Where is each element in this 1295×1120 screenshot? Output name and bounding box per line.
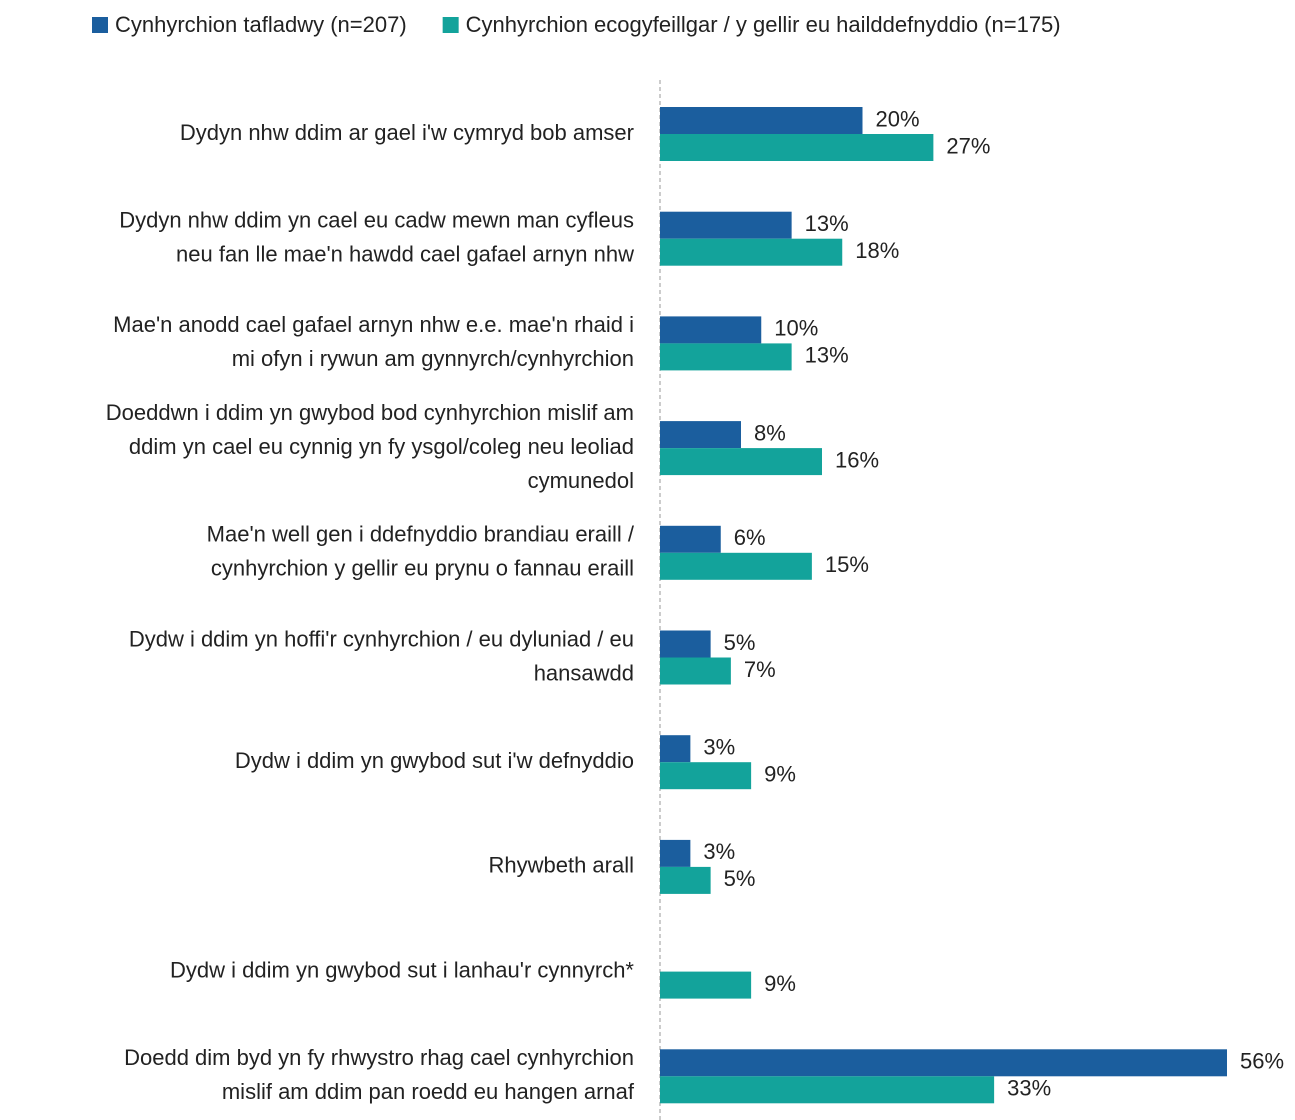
category-label: cynhyrchion y gellir eu prynu o fannau e… xyxy=(211,556,634,581)
bar xyxy=(660,107,863,134)
value-label: 8% xyxy=(754,420,786,445)
bar xyxy=(660,552,812,580)
category-label: mi ofyn i rywun am gynnyrch/cynhyrchion xyxy=(232,346,634,371)
value-label: 20% xyxy=(876,106,920,131)
value-label: 9% xyxy=(764,971,796,996)
category-label: ddim yn cael eu cynnig yn fy ysgol/coleg… xyxy=(129,434,634,459)
category-label: Dydw i ddim yn gwybod sut i'w defnyddio xyxy=(235,748,634,773)
bar xyxy=(660,1049,1227,1077)
value-label: 56% xyxy=(1240,1049,1284,1074)
bar xyxy=(660,134,934,161)
bar xyxy=(660,735,691,763)
value-label: 18% xyxy=(855,238,899,263)
value-label: 3% xyxy=(703,735,735,760)
bar xyxy=(660,762,752,790)
category-label: neu fan lle mae'n hawdd cael gafael arny… xyxy=(176,242,634,267)
value-label: 5% xyxy=(724,866,756,891)
bar xyxy=(660,866,711,894)
category-label: mislif am ddim pan roedd eu hangen arnaf xyxy=(222,1079,635,1104)
value-label: 33% xyxy=(1007,1076,1051,1101)
bar xyxy=(660,630,711,658)
legend-swatch xyxy=(92,17,108,33)
category-label: Mae'n anodd cael gafael arnyn nhw e.e. m… xyxy=(113,312,634,337)
category-label: Dydw i ddim yn gwybod sut i lanhau'r cyn… xyxy=(170,957,634,982)
category-label: hansawdd xyxy=(534,660,634,685)
value-label: 9% xyxy=(764,762,796,787)
value-label: 7% xyxy=(744,657,776,682)
value-label: 6% xyxy=(734,525,766,550)
category-label: Dydyn nhw ddim ar gael i'w cymryd bob am… xyxy=(180,120,634,145)
value-label: 5% xyxy=(724,630,756,655)
legend-swatch xyxy=(442,17,459,33)
bar xyxy=(660,448,822,476)
bar xyxy=(660,525,721,553)
bar xyxy=(660,421,741,449)
category-label: Dydw i ddim yn hoffi'r cynhyrchion / eu … xyxy=(129,626,634,651)
bar xyxy=(660,1076,995,1104)
legend-label: Cynhyrchion tafladwy (n=207) xyxy=(115,12,407,37)
bar xyxy=(660,971,752,999)
category-label: Dydyn nhw ddim yn cael eu cadw mewn man … xyxy=(119,208,634,233)
value-label: 13% xyxy=(805,211,849,236)
category-label: Doedd dim byd yn fy rhwystro rhag cael c… xyxy=(124,1045,634,1070)
bar xyxy=(660,211,792,239)
category-label: cymunedol xyxy=(528,468,634,493)
category-label: Doeddwn i ddim yn gwybod bod cynhyrchion… xyxy=(106,400,634,425)
bar xyxy=(660,343,792,371)
bar xyxy=(660,316,762,344)
value-label: 16% xyxy=(835,447,879,472)
category-label: Mae'n well gen i ddefnyddio brandiau era… xyxy=(207,522,635,547)
legend-label: Cynhyrchion ecogyfeillgar / y gellir eu … xyxy=(466,12,1061,37)
value-label: 10% xyxy=(774,316,818,341)
bar xyxy=(660,657,731,685)
value-label: 13% xyxy=(805,343,849,368)
value-label: 15% xyxy=(825,552,869,577)
category-label: Rhywbeth arall xyxy=(488,853,634,878)
bar xyxy=(660,238,843,266)
value-label: 27% xyxy=(946,133,990,158)
bar xyxy=(660,839,691,867)
value-label: 3% xyxy=(703,839,735,864)
